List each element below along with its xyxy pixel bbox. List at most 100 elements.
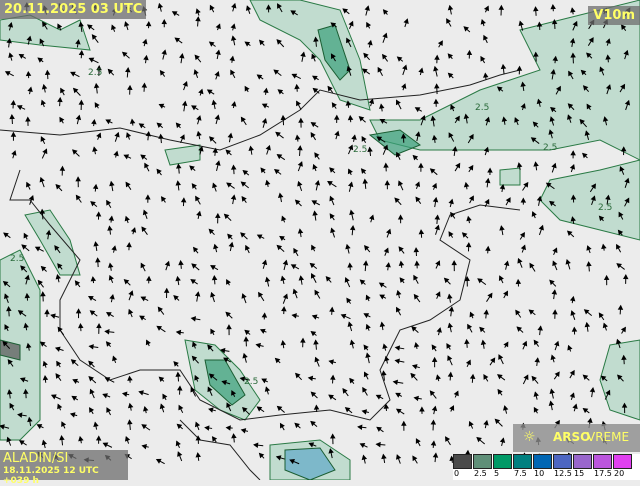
wind-arrow-head (484, 36, 487, 40)
wind-arrow-head (330, 197, 334, 201)
wind-arrow-head (571, 8, 575, 12)
wind-arrow-head (309, 376, 313, 380)
wind-arrow-head (433, 358, 437, 362)
wind-arrow-head (534, 340, 538, 344)
sun-wind-icon: ☼ (523, 429, 536, 445)
wind-arrow-head (315, 358, 319, 362)
wind-arrow-head (298, 182, 302, 186)
wind-arrow-head (41, 101, 45, 105)
wind-arrow-head (535, 358, 539, 362)
wind-arrow-head (448, 324, 452, 328)
wind-arrow-head (349, 183, 353, 187)
wind-arrow-head (363, 179, 367, 183)
wind-arrow-head (58, 24, 61, 28)
wind-arrow-head (366, 353, 370, 357)
wind-arrow-head (399, 262, 403, 266)
wind-arrow-head (385, 248, 389, 252)
wind-arrow-head (80, 51, 84, 55)
wind-arrow-head (173, 12, 177, 15)
wind-arrow-head (315, 406, 319, 410)
wind-arrow-head (293, 290, 297, 294)
wind-arrow-head (58, 327, 62, 331)
wind-arrow-head (90, 408, 93, 412)
wind-arrow-head (505, 261, 509, 265)
wind-arrow-head (571, 151, 575, 155)
wind-arrow-head (370, 215, 374, 219)
wind-arrow-head (555, 342, 559, 346)
wind-arrow-head (402, 84, 406, 88)
wind-arrow-head (94, 423, 98, 427)
wind-arrow-head (77, 309, 81, 313)
wind-arrow-head (158, 4, 162, 8)
wind-arrow-head (281, 341, 285, 345)
wind-arrow-head (125, 22, 129, 26)
wind-arrow-head (313, 165, 317, 169)
wind-arrow-head (469, 166, 473, 170)
wind-arrow-head (90, 390, 93, 394)
wind-arrow-head (73, 379, 77, 383)
wind-arrow-head (313, 76, 317, 79)
wind-arrow-head (617, 340, 621, 344)
wind-arrow-head (216, 214, 220, 218)
wind-arrow-head (97, 212, 101, 216)
wind-arrow-head (591, 388, 595, 392)
wind-arrow-head (244, 337, 248, 341)
wind-arrow-head (332, 103, 336, 107)
wind-arrow-head (518, 67, 522, 71)
wind-arrow-head (62, 422, 65, 426)
wind-arrow-head (348, 263, 352, 267)
wind-arrow-head (348, 169, 351, 173)
wind-arrow-head (420, 407, 424, 411)
wind-arrow-head (414, 396, 418, 400)
wind-arrow-head (42, 441, 46, 445)
wind-arrow-head (587, 246, 591, 250)
wind-arrow-head (6, 72, 10, 75)
wind-arrow-head (194, 70, 198, 74)
wind-arrow-head (534, 392, 538, 396)
contour-label: 2.5 (543, 143, 557, 153)
wind-arrow-head (471, 375, 475, 379)
wind-arrow-head (166, 262, 170, 266)
wind-arrow-head (383, 34, 387, 38)
wind-arrow-head (521, 199, 525, 203)
wind-arrow-head (294, 249, 297, 253)
wind-arrow-head (246, 246, 249, 250)
wind-arrow-head (330, 308, 334, 312)
wind-arrow-head (504, 342, 507, 346)
legend-tick: 20 (614, 469, 624, 478)
wind-arrow-head (504, 291, 507, 295)
wind-arrow-head (349, 116, 353, 120)
wind-arrow-head (378, 68, 381, 72)
wind-arrow-head (571, 393, 575, 397)
legend-swatch (613, 454, 632, 469)
wind-arrow-head (335, 116, 339, 120)
wind-arrow-head (416, 439, 419, 443)
wind-arrow-head (382, 371, 386, 375)
wind-arrow-head (421, 116, 425, 120)
wind-arrow-head (386, 263, 390, 267)
wind-arrow-head (279, 194, 283, 198)
wind-arrow-head (107, 408, 110, 412)
legend-tick: 0 (454, 469, 459, 478)
wind-arrow-head (183, 102, 187, 106)
wind-arrow-head (191, 280, 195, 284)
wind-arrow-head (282, 307, 286, 311)
wind-arrow-head (76, 195, 80, 199)
model-run: 18.11.2025 12 UTC +039 h (3, 466, 128, 486)
wind-arrow-head (345, 278, 349, 282)
wind-arrow-head (348, 322, 352, 326)
wind-arrow-head (312, 246, 315, 250)
wind-arrow-head (481, 20, 485, 24)
wind-arrow-head (467, 360, 470, 364)
wind-arrow-head (367, 23, 370, 27)
wind-arrow-head (265, 387, 269, 391)
legend-swatch (473, 454, 492, 469)
wind-arrow-head (124, 155, 128, 158)
wind-arrow-head (315, 291, 318, 295)
wind-arrow-head (455, 391, 459, 395)
wind-arrow-head (364, 261, 368, 265)
wind-arrow-head (465, 183, 469, 187)
wind-arrow-head (397, 291, 401, 295)
wind-arrow-head (159, 135, 163, 139)
wind-arrow-head (77, 116, 81, 120)
